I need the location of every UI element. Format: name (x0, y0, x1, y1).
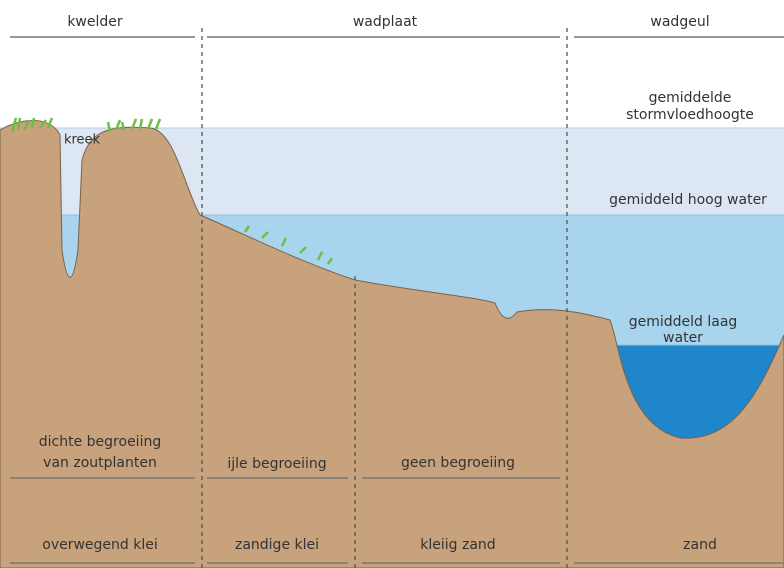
header-label: wadplaat (353, 14, 418, 30)
header-label: wadgeul (650, 14, 709, 30)
diagram: kwelder wadplaat wadgeul kreek gemiddeld… (0, 0, 784, 568)
soil-label: kleiig zand (420, 537, 495, 553)
annotation: gemiddeld hoog water (609, 192, 767, 208)
soil-label: zand (683, 537, 717, 553)
vegetation-label: ijle begroeiing (227, 456, 326, 472)
annotation: kreek (64, 133, 101, 148)
header-label: kwelder (67, 14, 123, 30)
annotation: gemiddeld laag (629, 314, 738, 330)
annotation: gemiddelde (649, 90, 732, 106)
annotation: water (663, 330, 703, 346)
vegetation-label: geen begroeiing (401, 455, 515, 471)
soil-label: zandige klei (235, 537, 319, 553)
vegetation-label: van zoutplanten (43, 455, 157, 471)
soil-label: overwegend klei (42, 537, 158, 553)
vegetation-label: dichte begroeiing (39, 434, 161, 450)
annotation: stormvloedhoogte (626, 107, 754, 123)
